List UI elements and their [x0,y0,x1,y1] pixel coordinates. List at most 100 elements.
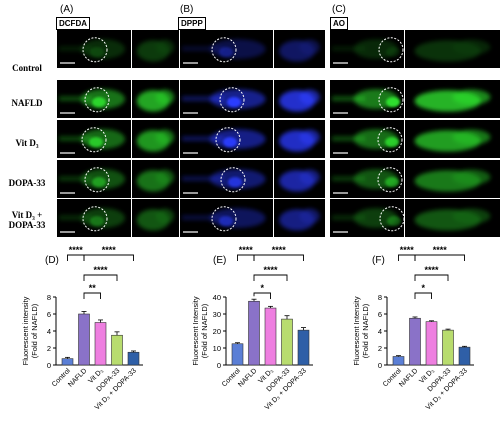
y-tick-label: 10 [213,344,221,353]
microscopy-grid [57,30,500,237]
bar [248,300,260,366]
y-tick-label: 4 [378,327,382,336]
liver-signal [385,137,399,148]
significance-label: **** [263,265,278,275]
zoom-signal [279,169,320,192]
row-label-vitd3: Vit D₃ [15,138,39,148]
liver-signal [223,137,237,148]
liver-signal [92,177,106,188]
zoom-signal [279,129,320,152]
liver-roi-circle [82,206,108,232]
significance-label: **** [400,245,415,255]
significance-bracket [414,274,449,281]
y-axis-label-line: Fluorescent intensity [21,296,30,365]
y-tick-label: 40 [213,293,221,302]
significance-bracket [253,292,271,299]
bar [231,343,244,366]
significance-label: * [260,283,264,293]
liver-signal [385,177,399,188]
y-tick-label: 8 [47,293,51,302]
y-tick-label: 2 [378,344,382,353]
y-axis-label-line: (Fold of NAFLD) [200,303,209,358]
liver-signal [90,216,104,227]
y-axis-label-line: (Fold of NAFLD) [361,303,370,358]
liver-signal [387,216,401,227]
row-label-dopa33: DOPA-33 [8,178,46,188]
y-tick-label: 6 [378,310,382,319]
liver-signal [89,137,103,148]
zoom-signal [136,129,175,152]
liver-roi-circle [220,167,246,193]
liver-signal [90,47,104,58]
y-axis-label-line: Fluorescent Intensity [352,296,361,365]
zoom-signal [414,89,491,112]
significance-label: **** [272,245,287,255]
x-tick-label: NAFLD [237,367,258,388]
significance-label: **** [433,245,448,255]
stain-label-dppp: DPPP [178,17,206,30]
y-tick-label: 0 [47,361,51,370]
significance-label: **** [69,245,84,255]
liver-roi-circle [378,87,404,113]
significance-bracket [253,274,288,281]
x-tick-label: NAFLD [67,367,88,388]
significance-label: **** [102,245,117,255]
bar [264,307,277,366]
bar [94,322,107,366]
significance-label: **** [93,265,108,275]
y-tick-label: 8 [378,293,382,302]
liver-roi-circle [379,206,405,232]
liver-roi-circle [84,87,110,113]
zoom-signal [414,129,491,152]
y-axis-label: Fluorescent Intensity(Fold of NAFLD) [191,296,209,365]
liver-roi-circle [215,127,241,153]
bar [111,334,123,366]
significance-bracket [398,254,416,261]
row-label-vitd3-dopa33: Vit D₃ + DOPA-33 [8,210,46,230]
zoom-signal [414,208,491,231]
significance-label: **** [239,245,254,255]
bar [425,321,438,366]
y-tick-label: 4 [47,327,51,336]
zoom-signal [279,208,320,231]
y-tick-label: 2 [47,344,51,353]
liver-roi-circle [219,87,245,113]
liver-roi-circle [377,127,403,153]
zoom-signal [136,169,175,192]
significance-bracket [414,292,432,299]
y-tick-label: 0 [378,361,382,370]
zoom-signal [414,169,491,192]
zoom-signal [136,39,175,62]
significance-label: ** [89,283,97,293]
liver-roi-circle [211,37,237,63]
significance-bracket [83,292,101,299]
x-tick-label: NAFLD [398,367,419,388]
liver-roi-circle [82,37,108,63]
liver-signal [92,97,106,108]
zoom-signal [136,208,175,231]
significance-bracket [253,254,304,261]
zoom-signal [279,89,320,112]
liver-roi-circle [84,167,110,193]
y-axis-label: Fluorescent intensity(Fold of NAFLD) [21,296,39,365]
panel-letter-b: (B) [180,4,194,15]
bar [61,358,74,366]
bar [297,329,310,366]
stain-label-ao: AO [330,17,348,30]
fish-body [332,208,399,228]
y-tick-label: 30 [213,310,221,319]
chart-letter: (F) [372,255,385,266]
significance-bracket [83,274,118,281]
zoom-signal [279,39,320,62]
liver-signal [219,47,233,58]
y-axis-label-line: (Fold of NAFLD) [30,303,39,358]
bar [78,313,90,366]
bar [392,356,405,366]
row-label-control: Control [12,63,42,73]
significance-label: * [421,283,425,293]
y-tick-label: 20 [213,327,221,336]
panel-letter-a: (A) [60,4,74,15]
significance-bracket [67,254,85,261]
y-axis-label-line: Fluorescent Intensity [191,296,200,365]
bar [458,346,471,366]
